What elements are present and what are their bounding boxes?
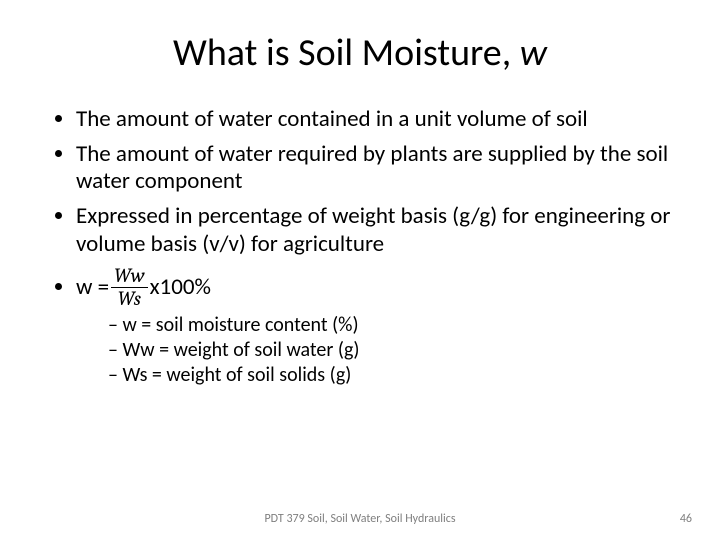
footer-text: PDT 379 Soil, Soil Water, Soil Hydraulic…	[0, 512, 720, 526]
bullet-1: The amount of water contained in a unit …	[76, 106, 672, 133]
title-italic-term: w	[520, 30, 547, 76]
bullet-2: The amount of water required by plants a…	[76, 141, 672, 195]
slide-title: What is Soil Moisture, w	[48, 30, 672, 76]
page-number: 46	[680, 512, 692, 526]
sub-bullet-list: w = soil moisture content (%) Ww = weigh…	[76, 313, 672, 388]
sub-bullet-2: Ww = weight of soil water (g)	[108, 338, 672, 363]
formula-lhs: w =	[76, 274, 109, 301]
sub-bullet-3: Ws = weight of soil solids (g)	[108, 363, 672, 388]
title-prefix: What is Soil Moisture,	[173, 30, 520, 76]
bullet-3: Expressed in percentage of weight basis …	[76, 203, 672, 257]
formula-numerator: Ww	[111, 266, 147, 288]
sub-bullet-1: w = soil moisture content (%)	[108, 313, 672, 338]
formula-denominator: Ws	[115, 288, 144, 309]
formula-rhs: x100%	[150, 274, 211, 301]
formula-fraction: Ww Ws	[111, 266, 147, 309]
bullet-4-formula: w = Ww Ws x100% w = soil moisture conten…	[76, 266, 672, 388]
formula: w = Ww Ws x100%	[76, 266, 211, 309]
bullet-list: The amount of water contained in a unit …	[48, 106, 672, 388]
slide: What is Soil Moisture, w The amount of w…	[0, 0, 720, 540]
